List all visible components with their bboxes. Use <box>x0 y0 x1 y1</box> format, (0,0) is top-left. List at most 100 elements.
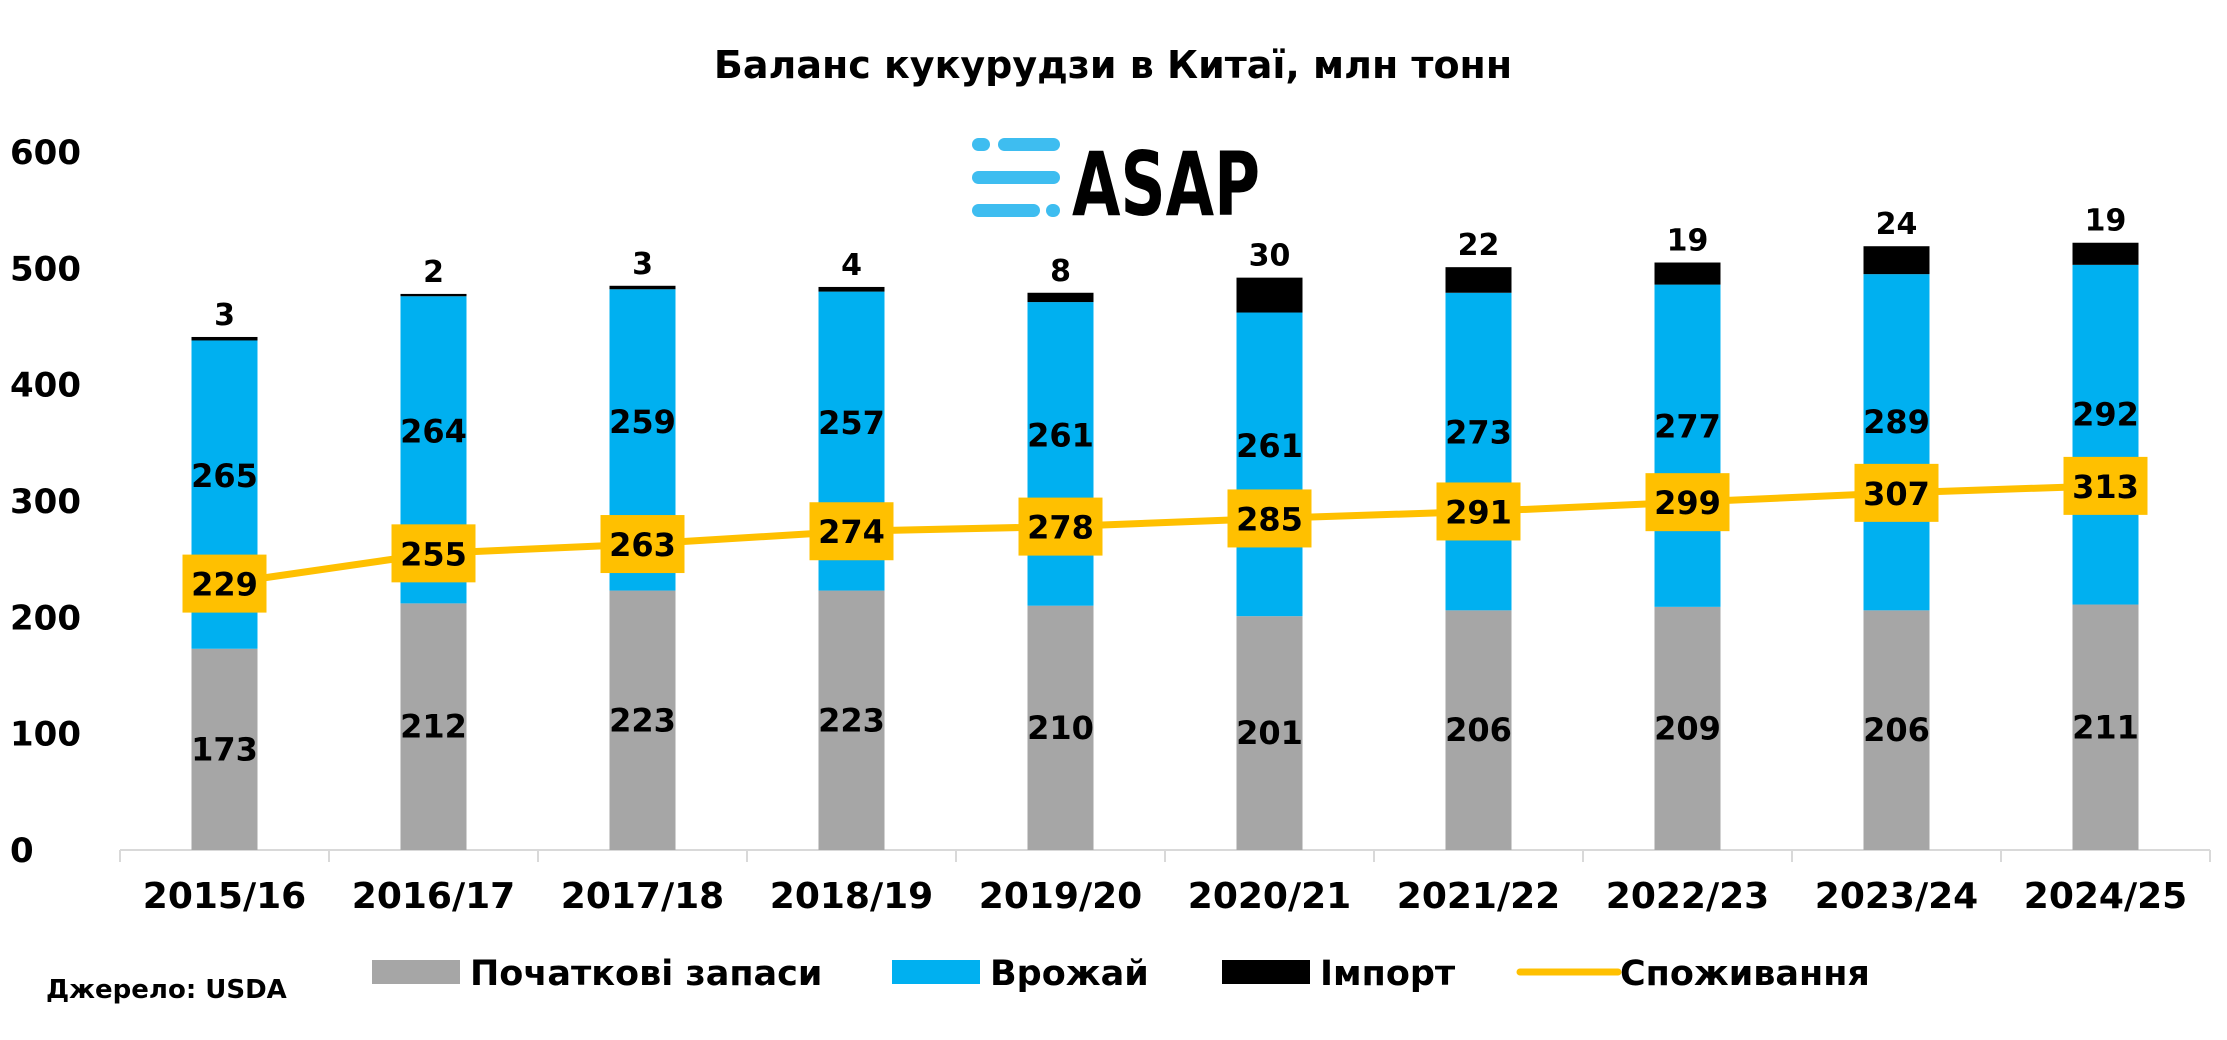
bar-harvest <box>1445 292 1512 611</box>
label-imports: 24 <box>1876 207 1918 242</box>
bar-stocks <box>400 603 467 850</box>
label-harvest: 289 <box>1863 403 1930 441</box>
label-stocks: 173 <box>191 730 258 768</box>
y-tick-label: 100 <box>10 715 81 755</box>
y-tick-label: 0 <box>10 831 34 871</box>
logo-line <box>972 138 990 151</box>
logo-line <box>998 138 1060 151</box>
bar-labels: 173 265 3 212 264 2 223 259 3 223 257 4 210 261 8 201 26… <box>191 204 2139 769</box>
label-stocks: 206 <box>1445 711 1512 749</box>
label-imports: 3 <box>214 298 235 333</box>
bar-stocks <box>1445 610 1512 850</box>
chart-title: Баланс кукурудзи в Китаї, млн тонн <box>714 43 1512 87</box>
bar-harvest <box>1863 274 1930 611</box>
legend-label: Врожай <box>990 954 1149 994</box>
bar-stocks <box>1236 616 1303 850</box>
logo-text: ASAP <box>1072 133 1260 236</box>
consumption-marker <box>1227 489 1312 548</box>
bar-stocks <box>818 590 885 850</box>
bar-stocks <box>191 648 258 850</box>
label-harvest: 261 <box>1236 427 1303 465</box>
label-harvest: 273 <box>1445 414 1512 452</box>
label-consumption: 285 <box>1236 500 1303 538</box>
label-stocks: 211 <box>2072 708 2139 746</box>
bar-harvest <box>2072 264 2139 605</box>
bar-imports <box>1027 292 1094 303</box>
bar-imports <box>1654 262 1721 285</box>
label-imports: 4 <box>841 248 862 283</box>
legend-label: Початкові запаси <box>470 954 822 994</box>
label-consumption: 299 <box>1654 484 1721 522</box>
bar-imports <box>1445 267 1512 293</box>
label-harvest: 265 <box>191 457 258 495</box>
label-imports: 22 <box>1458 228 1500 263</box>
bar-stocks <box>2072 604 2139 850</box>
y-axis: 0 100 200 300 400 500 600 <box>10 133 81 871</box>
bar-stocks <box>609 590 676 850</box>
label-harvest: 264 <box>400 412 467 450</box>
label-consumption: 313 <box>2072 468 2139 506</box>
consumption-marker <box>809 502 894 561</box>
label-consumption: 263 <box>609 526 676 564</box>
consumption-polyline <box>223 482 2106 588</box>
x-tick-label: 2022/23 <box>1606 876 1769 917</box>
label-consumption: 278 <box>1027 509 1094 547</box>
bar-imports <box>191 336 258 341</box>
consumption-marker <box>2063 456 2148 515</box>
legend-swatch <box>892 960 980 984</box>
logo-lines-icon <box>972 138 1060 217</box>
legend-label: Споживання <box>1620 954 1870 994</box>
label-imports: 19 <box>2085 204 2127 239</box>
label-consumption: 274 <box>818 513 885 551</box>
label-stocks: 210 <box>1027 709 1094 747</box>
consumption-marker <box>1645 473 1730 532</box>
bar-imports <box>2072 242 2139 265</box>
y-tick-label: 200 <box>10 598 81 638</box>
legend-swatch <box>372 960 460 984</box>
bar-stocks <box>1027 605 1094 850</box>
consumption-marker <box>1854 463 1939 522</box>
y-tick-label: 400 <box>10 366 81 406</box>
label-harvest: 257 <box>818 404 885 442</box>
label-consumption: 291 <box>1445 493 1512 531</box>
bar-imports <box>1863 246 1930 275</box>
label-harvest: 277 <box>1654 407 1721 445</box>
label-stocks: 201 <box>1236 714 1303 752</box>
label-imports: 2 <box>423 255 444 290</box>
legend-label: Імпорт <box>1320 954 1456 994</box>
bar-imports <box>400 293 467 297</box>
legend: Початкові запаси Врожай Імпорт Споживання <box>372 954 1870 994</box>
x-tick-label: 2021/22 <box>1397 876 1560 917</box>
legend-swatch <box>1222 960 1310 984</box>
label-stocks: 223 <box>818 701 885 739</box>
bar-harvest <box>1236 312 1303 617</box>
logo-line <box>1046 204 1060 217</box>
x-tick-label: 2018/19 <box>770 876 933 917</box>
x-tick-label: 2015/16 <box>143 876 306 917</box>
label-consumption: 229 <box>191 566 258 604</box>
y-tick-label: 500 <box>10 249 81 289</box>
bar-imports <box>1236 277 1303 313</box>
logo-line <box>972 204 1040 217</box>
consumption-line: 229 255 263 274 278 285 291 299 307 313 <box>182 456 2148 613</box>
y-tick-label: 600 <box>10 133 81 173</box>
x-tick-label: 2020/21 <box>1188 876 1351 917</box>
label-imports: 8 <box>1050 254 1071 289</box>
x-tick-label: 2017/18 <box>561 876 724 917</box>
x-axis-ticks <box>119 850 2211 862</box>
x-axis-labels: 2015/16 2016/17 2017/18 2018/19 2019/20 2020/… <box>143 876 2187 917</box>
x-tick-label: 2024/25 <box>2024 876 2187 917</box>
label-stocks: 212 <box>400 708 467 746</box>
label-imports: 19 <box>1667 224 1709 259</box>
label-imports: 3 <box>632 247 653 282</box>
consumption-marker <box>1018 497 1103 556</box>
label-consumption: 307 <box>1863 475 1930 513</box>
label-imports: 30 <box>1249 239 1291 274</box>
source-note: Джерело: USDA <box>46 975 287 1005</box>
bar-harvest <box>1654 284 1721 607</box>
y-tick-label: 300 <box>10 482 81 522</box>
bar-imports <box>818 286 885 292</box>
bars <box>191 242 2139 850</box>
x-tick-label: 2023/24 <box>1815 876 1978 917</box>
label-stocks: 209 <box>1654 709 1721 747</box>
